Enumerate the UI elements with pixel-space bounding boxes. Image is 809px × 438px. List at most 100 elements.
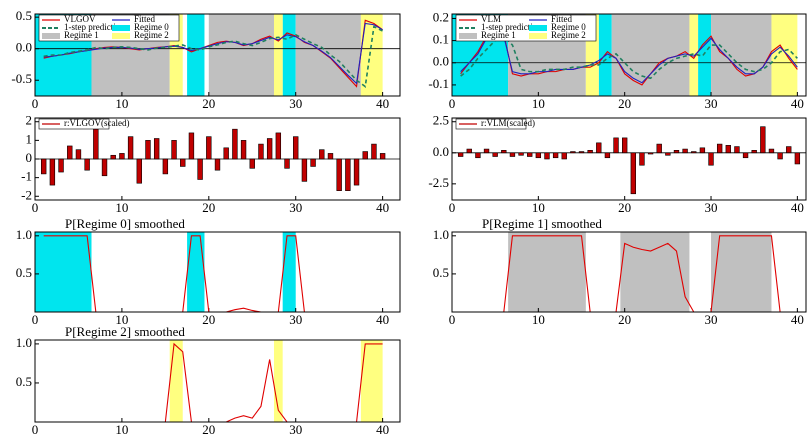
- bar: [786, 146, 792, 154]
- series-line: [460, 35, 798, 80]
- x-tick-label: 40: [376, 200, 389, 215]
- regime-span: [508, 232, 586, 312]
- legend-label: r:VLM(scaled): [481, 118, 535, 128]
- plot-frame: [34, 13, 401, 97]
- bar: [768, 148, 775, 154]
- legend-label: Regime 0: [134, 22, 169, 32]
- bar: [275, 132, 282, 160]
- bar: [673, 150, 680, 154]
- x-tick-label: 40: [376, 422, 389, 437]
- bar: [310, 158, 316, 167]
- regime-span: [282, 232, 296, 312]
- y-tick-label: 0.5: [433, 265, 449, 280]
- x-tick-label: 30: [289, 312, 302, 327]
- x-tick-label: 0: [449, 312, 456, 327]
- legend-box: [38, 118, 110, 130]
- bar: [75, 149, 82, 160]
- x-tick-label: 40: [791, 312, 804, 327]
- regime-span: [620, 232, 690, 312]
- bar: [293, 136, 299, 160]
- bar: [794, 152, 801, 165]
- y-tick-label: 0.5: [16, 374, 32, 389]
- legend-swatch: [42, 33, 60, 39]
- plot-area: [35, 340, 400, 422]
- bar: [665, 152, 671, 156]
- bar: [93, 128, 99, 160]
- regime-span: [187, 14, 205, 96]
- bar: [535, 152, 542, 159]
- plot-area: [452, 118, 806, 200]
- legend-box: [455, 118, 527, 130]
- bar: [110, 154, 116, 160]
- bar: [699, 147, 706, 154]
- legend-label: VLGOV: [64, 14, 96, 24]
- legend-label: Regime 2: [551, 30, 586, 40]
- y-tick-label: 1.0: [433, 227, 449, 242]
- bar: [240, 140, 247, 160]
- bar: [708, 152, 714, 166]
- series-line: [460, 235, 798, 313]
- y-tick-label: 0.0: [433, 144, 449, 159]
- y-tick-label: -2: [21, 187, 32, 202]
- y-tick-label: -1: [21, 169, 32, 184]
- x-tick-label: 30: [289, 422, 302, 437]
- x-tick-label: 0: [449, 200, 456, 215]
- series-line: [460, 31, 798, 84]
- bar: [223, 147, 229, 160]
- y-tick-label: 1.0: [16, 335, 32, 350]
- y-tick-label: 0.5: [16, 265, 32, 280]
- bar: [622, 137, 628, 154]
- bar: [127, 136, 134, 160]
- bar: [188, 132, 195, 160]
- y-tick-label: -0.5: [11, 71, 32, 86]
- regime-span: [169, 340, 183, 422]
- bar: [145, 140, 151, 160]
- legend-label: r:VLGOV(scaled): [64, 118, 129, 128]
- legend-label: 1-step prediction: [64, 22, 125, 32]
- bar: [258, 143, 264, 160]
- bar: [232, 128, 238, 160]
- bar: [336, 158, 342, 191]
- regime-span: [689, 14, 699, 96]
- bar: [492, 152, 498, 157]
- x-tick-label: 10: [532, 96, 545, 111]
- plot-frame: [451, 231, 807, 313]
- bar: [725, 145, 731, 154]
- y-tick-label: -2.5: [428, 175, 449, 190]
- x-tick-label: 20: [618, 96, 631, 111]
- x-tick-label: 40: [376, 312, 389, 327]
- bar: [501, 150, 507, 154]
- regime-span: [698, 14, 712, 96]
- bar: [509, 152, 516, 157]
- bar: [345, 158, 351, 191]
- bar: [578, 151, 585, 154]
- bar: [596, 142, 602, 154]
- x-tick-label: 10: [532, 200, 545, 215]
- panel-title: P[Regime 1] smoothed: [482, 216, 602, 231]
- bar: [353, 158, 360, 186]
- regime-span: [711, 14, 772, 96]
- plot-frame: [34, 231, 401, 313]
- x-tick-label: 20: [202, 200, 215, 215]
- bar: [379, 153, 386, 160]
- y-tick-label: 0.1: [433, 32, 449, 47]
- y-tick-label: 1.0: [16, 227, 32, 242]
- legend-swatch: [459, 33, 477, 39]
- bar: [570, 151, 576, 154]
- regime-span: [295, 14, 361, 96]
- legend-label: Regime 0: [551, 22, 586, 32]
- bar: [49, 158, 56, 186]
- x-tick-label: 30: [705, 96, 718, 111]
- regime-span: [711, 232, 772, 312]
- bar: [630, 152, 636, 195]
- bar: [249, 158, 255, 169]
- y-tick-label: 0.0: [433, 54, 449, 69]
- bar: [734, 146, 740, 154]
- regime-span: [282, 14, 296, 96]
- bar: [777, 152, 783, 160]
- bar: [656, 143, 662, 154]
- x-tick-label: 0: [32, 422, 39, 437]
- bar: [101, 158, 108, 177]
- bar: [162, 158, 169, 175]
- x-tick-label: 10: [532, 312, 545, 327]
